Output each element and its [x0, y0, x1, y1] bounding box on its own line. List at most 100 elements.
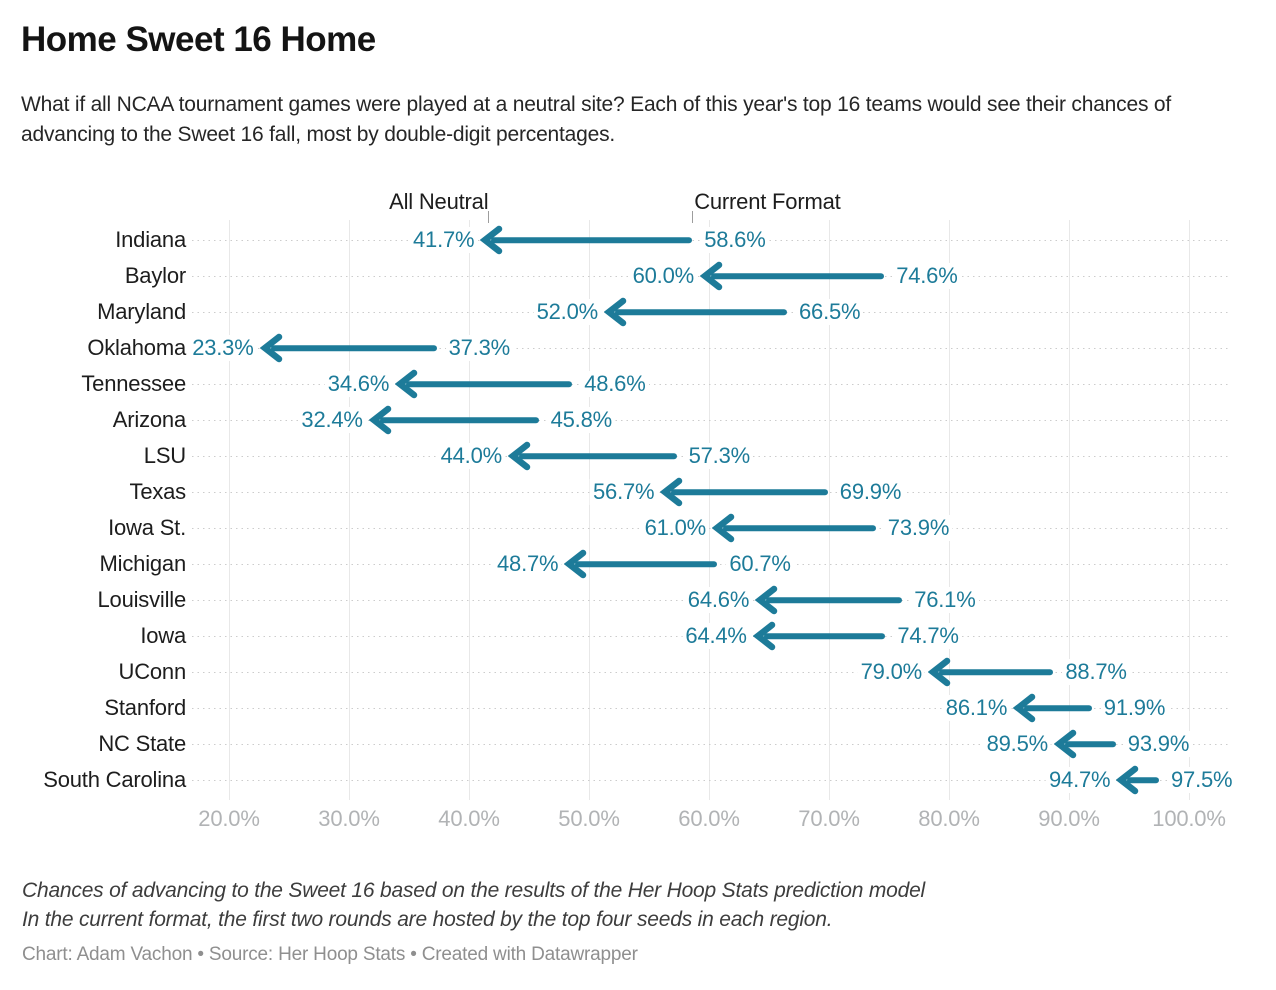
team-row: 52.0% 66.5% Maryland [0, 294, 1276, 330]
value-label-all-neutral: 34.6% [324, 371, 393, 397]
gridline [709, 220, 710, 800]
value-label-all-neutral: 94.7% [1046, 767, 1114, 793]
team-label: Baylor [124, 263, 186, 288]
arrow-shaft [615, 309, 787, 315]
value-label-all-neutral: 60.0% [629, 263, 697, 289]
value-label-current-format: 45.8% [547, 407, 615, 433]
chart-notes: Chances of advancing to the Sweet 16 bas… [22, 876, 925, 934]
arrowhead-icon [508, 441, 531, 471]
value-label-current-format: 37.3% [445, 335, 513, 361]
arrow-shaft [379, 417, 539, 423]
row-leader-line [192, 528, 1228, 529]
team-label: UConn [118, 659, 187, 684]
value-label-all-neutral: 79.0% [857, 659, 925, 685]
arrowhead-icon [395, 369, 418, 399]
gridline [949, 220, 950, 800]
value-label-all-neutral: 56.7% [590, 479, 658, 505]
arrow-shaft [939, 669, 1054, 675]
x-axis-tick-label: 70.0% [798, 806, 860, 831]
value-label-current-format: 76.1% [911, 587, 979, 613]
arrow-shaft [711, 273, 885, 279]
header-tick-all-neutral [488, 211, 490, 223]
header-tick-current-format [692, 211, 694, 223]
arrow-shaft [270, 345, 437, 351]
gridline [1069, 220, 1070, 800]
value-label-all-neutral: 86.1% [942, 695, 1011, 721]
arrow-shaft [575, 561, 718, 567]
value-label-current-format: 48.6% [581, 371, 649, 397]
value-label-current-format: 73.9% [884, 515, 953, 541]
gridline [589, 220, 590, 800]
x-axis-tick-label: 90.0% [1038, 806, 1100, 831]
x-axis-tick-label: 60.0% [678, 806, 740, 831]
value-label-all-neutral: 48.7% [494, 551, 562, 577]
value-label-all-neutral: 52.0% [533, 299, 601, 325]
value-label-current-format: 97.5% [1168, 767, 1236, 793]
team-label: Texas [129, 479, 187, 504]
arrow-shaft [519, 453, 677, 459]
gridline [1189, 220, 1190, 800]
team-row: 23.3% 37.3% Oklahoma [0, 330, 1276, 366]
team-label: NC State [98, 731, 186, 756]
team-row: 44.0% 57.3% LSU [0, 438, 1276, 474]
gridline [829, 220, 830, 800]
x-axis-tick-label: 20.0% [198, 806, 260, 831]
team-row: 34.6% 48.6% Tennessee [0, 366, 1276, 402]
arrowhead-icon [259, 333, 282, 363]
team-label: Iowa St. [108, 515, 186, 540]
team-label: Stanford [104, 695, 186, 720]
column-header-all-neutral: All Neutral [389, 189, 489, 214]
arrow-shaft [671, 489, 828, 495]
row-leader-line [192, 672, 1228, 673]
value-label-all-neutral: 32.4% [298, 407, 366, 433]
team-row: 94.7% 97.5% South Carolina [0, 762, 1276, 798]
value-label-current-format: 69.9% [836, 479, 905, 505]
x-axis-tick-label: 40.0% [438, 806, 500, 831]
team-label: Michigan [99, 551, 187, 576]
value-label-all-neutral: 64.6% [684, 587, 753, 613]
arrow-shaft [406, 381, 573, 387]
row-leader-line [192, 420, 1228, 421]
value-label-current-format: 93.9% [1124, 731, 1193, 757]
value-label-all-neutral: 89.5% [983, 731, 1051, 757]
team-row: 60.0% 74.6% Baylor [0, 258, 1276, 294]
team-row: 64.4% 74.7% Iowa [0, 618, 1276, 654]
team-row: 86.1% 91.9% Stanford [0, 690, 1276, 726]
arrowhead-icon [928, 657, 951, 687]
value-label-current-format: 88.7% [1062, 659, 1130, 685]
value-label-current-format: 58.6% [701, 227, 769, 253]
value-label-current-format: 91.9% [1100, 695, 1169, 721]
arrowhead-icon [480, 225, 503, 255]
gridline [349, 220, 350, 800]
arrowhead-icon [1116, 765, 1139, 795]
arrowhead-icon [712, 513, 735, 543]
team-label: LSU [143, 443, 186, 468]
x-axis-tick-label: 100.0% [1152, 806, 1226, 831]
arrow-shaft [766, 597, 903, 603]
value-label-all-neutral: 61.0% [641, 515, 709, 541]
arrow-shaft [723, 525, 876, 531]
x-axis-tick-label: 50.0% [558, 806, 620, 831]
arrowhead-icon [700, 261, 723, 291]
team-label: Maryland [97, 299, 186, 324]
value-label-all-neutral: 64.4% [682, 623, 750, 649]
x-axis-tick-label: 80.0% [918, 806, 980, 831]
arrow-shaft [1024, 705, 1092, 711]
arrowhead-icon [604, 297, 627, 327]
team-row: 79.0% 88.7% UConn [0, 654, 1276, 690]
value-label-all-neutral: 41.7% [410, 227, 478, 253]
value-label-current-format: 74.7% [894, 623, 962, 649]
team-row: 61.0% 73.9% Iowa St. [0, 510, 1276, 546]
team-row: 48.7% 60.7% Michigan [0, 546, 1276, 582]
arrow-shaft [763, 633, 886, 639]
team-label: Tennessee [81, 371, 186, 396]
note-line-2: In the current format, the first two rou… [22, 908, 833, 931]
team-label: Indiana [115, 227, 186, 252]
page-title: Home Sweet 16 Home [21, 20, 376, 59]
value-label-current-format: 60.7% [726, 551, 794, 577]
gridline [229, 220, 230, 800]
row-leader-line [192, 348, 1228, 349]
x-axis-tick-label: 30.0% [318, 806, 380, 831]
